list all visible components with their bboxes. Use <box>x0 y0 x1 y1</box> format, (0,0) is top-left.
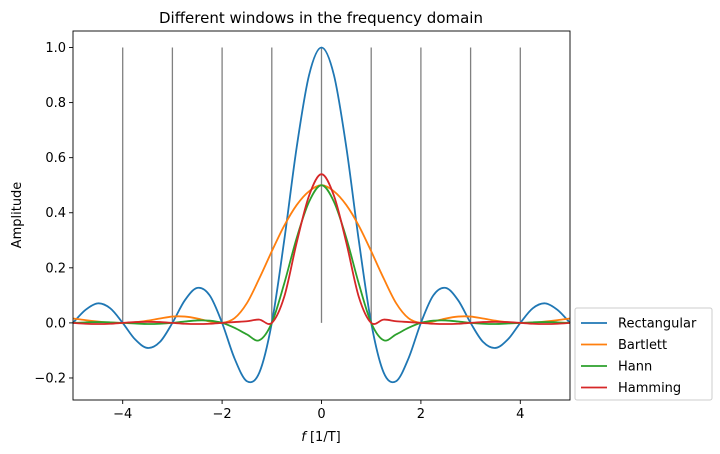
series-line-hann <box>72 184 571 342</box>
y-tick-label: −0.2 <box>34 371 66 386</box>
series-line-rectangular <box>72 46 571 384</box>
x-tick-label: −2 <box>213 407 232 422</box>
legend-label-hann: Hann <box>618 360 652 375</box>
x-tick-label: 4 <box>516 407 524 422</box>
legend: Rectangular Bartlett Hann Hamming <box>574 307 713 401</box>
y-tick-label: 0.8 <box>45 96 66 111</box>
legend-label-rectangular: Rectangular <box>618 317 697 332</box>
x-tick-label: 2 <box>417 407 425 422</box>
y-tick-label: 0.0 <box>45 316 66 331</box>
chart-title: Different windows in the frequency domai… <box>159 9 483 27</box>
x-axis-label-var: f <box>301 430 308 445</box>
y-tick-label: 1.0 <box>45 41 66 56</box>
x-tick-label: 0 <box>317 407 325 422</box>
y-tick-label: 0.4 <box>45 206 66 221</box>
legend-label-bartlett: Bartlett <box>618 338 667 353</box>
x-tick-label: −4 <box>113 407 132 422</box>
y-axis: −0.2 0.0 0.2 0.4 0.6 0.8 1.0 <box>34 41 73 386</box>
legend-box <box>574 307 713 401</box>
series-lines <box>72 46 571 384</box>
y-axis-label: Amplitude <box>10 182 25 249</box>
y-tick-label: 0.6 <box>45 151 66 166</box>
x-axis: −4 −2 0 2 4 <box>113 400 524 422</box>
legend-label-hamming: Hamming <box>618 381 681 396</box>
series-line-hamming <box>72 173 571 325</box>
x-axis-label: f [1/T] <box>301 430 340 445</box>
x-axis-label-unit: [1/T] <box>306 430 341 445</box>
y-tick-label: 0.2 <box>45 261 66 276</box>
